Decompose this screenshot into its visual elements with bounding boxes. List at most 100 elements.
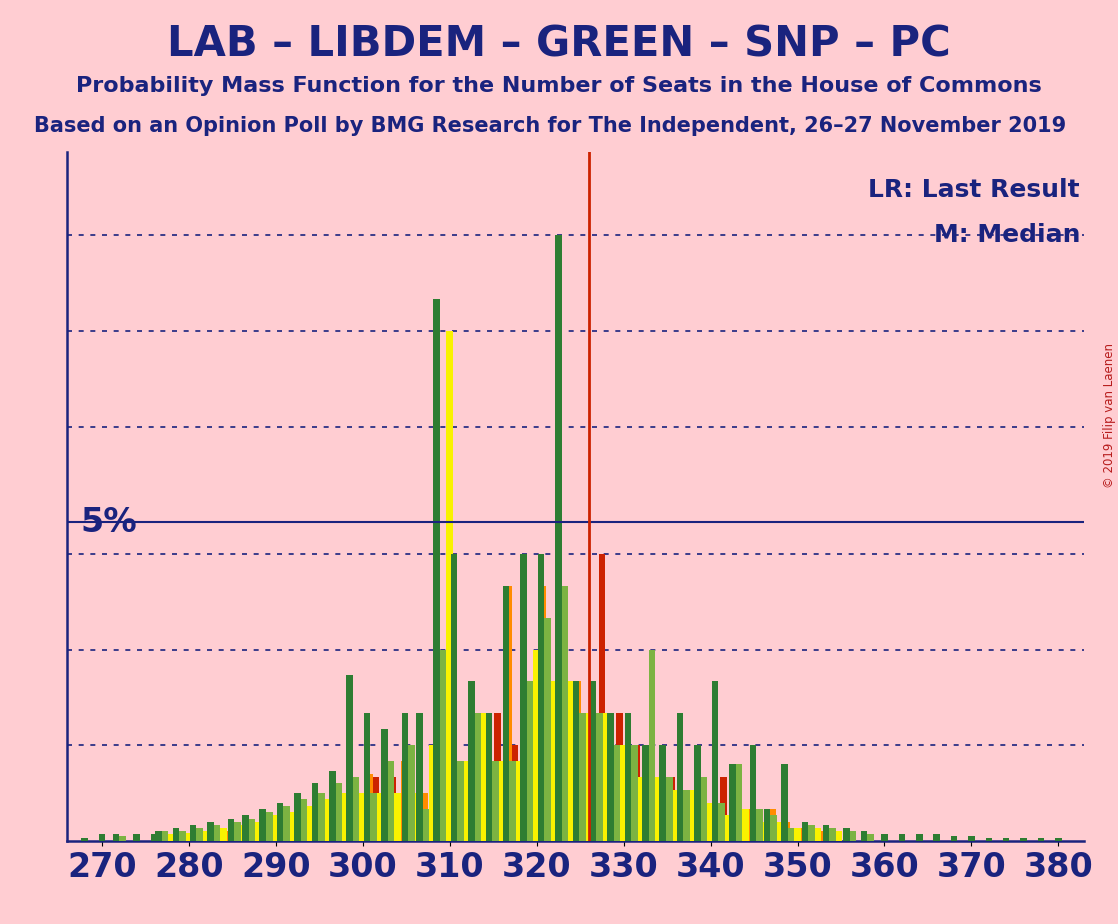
Bar [459,761,466,841]
Bar [822,832,828,841]
Bar [338,819,344,841]
Bar [285,828,292,841]
Bar [475,713,481,841]
Bar [808,825,815,841]
Bar [881,834,888,841]
Bar [950,836,957,841]
Bar [372,777,379,841]
Bar [113,834,120,841]
Bar [120,836,125,841]
Bar [1038,838,1044,841]
Bar [366,774,372,841]
Bar [457,761,464,841]
Bar [347,675,353,841]
Bar [738,821,745,841]
Bar [850,832,856,841]
Bar [655,777,662,841]
Text: LAB – LIBDEM – GREEN – SNP – PC: LAB – LIBDEM – GREEN – SNP – PC [167,23,951,65]
Bar [434,299,439,841]
Bar [307,806,314,841]
Bar [790,828,796,841]
Text: M: Median: M: Median [934,223,1080,247]
Bar [679,803,685,841]
Bar [788,828,794,841]
Bar [400,761,407,841]
Bar [227,832,234,841]
Bar [762,821,769,841]
Bar [415,793,421,841]
Bar [214,825,220,841]
Bar [703,809,710,841]
Bar [360,793,366,841]
Bar [494,713,501,841]
Bar [349,803,356,841]
Bar [579,713,586,841]
Bar [843,828,850,841]
Bar [749,809,755,841]
Bar [388,761,395,841]
Bar [673,790,679,841]
Bar [713,815,720,841]
Bar [301,799,307,841]
Bar [868,834,873,841]
Bar [505,586,512,841]
Bar [807,832,814,841]
Bar [708,803,713,841]
Bar [512,746,518,841]
Bar [481,713,487,841]
Bar [547,746,553,841]
Bar [319,793,324,841]
Bar [651,777,657,841]
Bar [625,713,632,841]
Bar [197,828,203,841]
Bar [1003,838,1010,841]
Bar [453,761,459,841]
Bar [520,554,527,841]
Bar [642,746,648,841]
Bar [614,746,620,841]
Bar [155,832,162,841]
Bar [660,746,666,841]
Bar [363,713,370,841]
Bar [407,793,414,841]
Bar [934,834,940,841]
Bar [98,834,105,841]
Bar [228,819,235,841]
Bar [742,809,749,841]
Bar [736,764,742,841]
Bar [784,821,790,841]
Bar [662,777,669,841]
Bar [203,832,209,841]
Bar [1055,838,1062,841]
Bar [729,764,736,841]
Bar [273,815,280,841]
Bar [586,713,593,841]
Bar [823,825,830,841]
Bar [861,832,868,841]
Bar [199,836,205,841]
Bar [770,815,777,841]
Bar [718,803,724,841]
Bar [477,746,483,841]
Bar [335,784,342,841]
Bar [666,777,673,841]
Bar [464,761,471,841]
Bar [321,821,326,841]
Bar [401,713,408,841]
Bar [331,809,338,841]
Bar [485,713,492,841]
Bar [207,821,214,841]
Bar [644,790,651,841]
Bar [794,828,800,841]
Bar [1021,838,1026,841]
Bar [596,713,603,841]
Bar [186,833,192,841]
Bar [986,838,992,841]
Bar [468,682,475,841]
Bar [572,682,579,841]
Bar [416,713,423,841]
Text: © 2019 Filip van Laenen: © 2019 Filip van Laenen [1102,344,1116,488]
Bar [616,713,623,841]
Bar [442,713,448,841]
Bar [669,777,674,841]
